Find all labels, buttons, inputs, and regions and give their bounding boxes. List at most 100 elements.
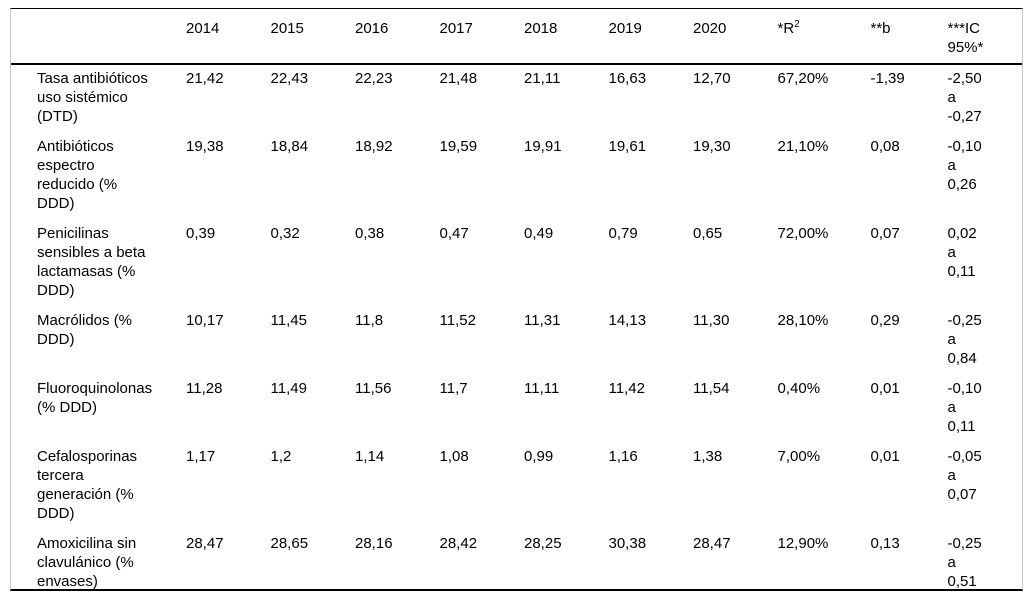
- antibiotic-consumption-table: 2014 2015 2016 2017 2018 2019 2020 *R2 **b ***IC …: [11, 9, 1022, 598]
- year-value: 28,42: [439, 535, 478, 552]
- table-row: Amoxicilina sin clavulánico (% envases) 2…: [11, 530, 1022, 598]
- year-value: 11,8: [355, 312, 384, 329]
- year-column-header: 2017: [439, 9, 524, 65]
- row-label: Cefalosporinas tercera generación (% DDD…: [37, 448, 138, 522]
- year-value: 28,16: [355, 535, 393, 552]
- year-value: 0,39: [186, 225, 216, 242]
- r2-value: 12,90%: [777, 535, 829, 552]
- row-label: Macrólidos (% DDD): [37, 312, 133, 348]
- year-value: 0,99: [524, 448, 554, 465]
- r2-value: 67,20%: [777, 70, 829, 87]
- year-value: 21,48: [439, 70, 478, 87]
- r2-value: 21,10%: [777, 138, 829, 155]
- year-value: 28,47: [186, 535, 224, 552]
- year-value: 1,14: [355, 448, 385, 465]
- year-value: 19,61: [608, 138, 647, 155]
- ic95-value: -0,25 a 0,51: [947, 535, 982, 590]
- year-value: 19,38: [186, 138, 224, 155]
- b-value: 0,08: [870, 138, 900, 155]
- year-column-header: 2020: [693, 9, 778, 65]
- year-value: 1,16: [608, 448, 638, 465]
- year-value: 19,30: [693, 138, 731, 155]
- year-value: 10,17: [186, 312, 224, 329]
- year-value: 12,70: [693, 70, 731, 87]
- year-value: 21,11: [524, 70, 561, 87]
- paper-table-frame: 2014 2015 2016 2017 2018 2019 2020 *R2 **b ***IC …: [10, 8, 1023, 591]
- row-label: Antibióticos espectro reducido (% DDD): [37, 138, 118, 212]
- b-value: 0,13: [870, 535, 900, 552]
- year-column-header: 2014: [186, 9, 271, 65]
- table-row: Tasa antibióticos uso sistémico (DTD) 21,…: [11, 64, 1022, 133]
- ic95-column-header: ***IC 95%*: [947, 9, 1022, 65]
- year-value: 11,52: [439, 312, 476, 329]
- year-value: 22,43: [270, 70, 309, 87]
- year-value: 1,38: [693, 448, 723, 465]
- table-row: Cefalosporinas tercera generación (% DDD…: [11, 443, 1022, 530]
- year-value: 0,32: [270, 225, 300, 242]
- ic95-value: -0,10 a 0,11: [947, 380, 982, 435]
- year-value: 19,59: [439, 138, 478, 155]
- year-value: 28,47: [693, 535, 731, 552]
- year-value: 1,08: [439, 448, 469, 465]
- row-label: Penicilinas sensibles a beta lactamasas …: [37, 225, 146, 299]
- b-value: 0,01: [870, 448, 900, 465]
- ic95-value: -2,50 a -0,27: [947, 70, 982, 125]
- year-value: 21,42: [186, 70, 224, 87]
- r2-value: 7,00%: [777, 448, 821, 465]
- year-value: 11,45: [270, 312, 307, 329]
- year-value: 19,91: [524, 138, 562, 155]
- year-value: 11,42: [608, 380, 645, 397]
- ic95-value: -0,05 a 0,07: [947, 448, 982, 503]
- year-value: 0,38: [355, 225, 385, 242]
- year-value: 14,13: [608, 312, 647, 329]
- table-row: Fluoroquinolonas (% DDD) 11,28 11,49 11,56 1…: [11, 375, 1022, 443]
- year-value: 30,38: [608, 535, 647, 552]
- b-value: -1,39: [870, 70, 905, 87]
- year-value: 0,65: [693, 225, 723, 242]
- year-value: 18,92: [355, 138, 393, 155]
- table-head: 2014 2015 2016 2017 2018 2019 2020 *R2 **b ***IC …: [11, 9, 1022, 65]
- year-value: 11,31: [524, 312, 561, 329]
- year-value: 16,63: [608, 70, 647, 87]
- year-value: 11,54: [693, 380, 730, 397]
- table-body: Tasa antibióticos uso sistémico (DTD) 21,…: [11, 64, 1022, 598]
- year-value: 11,30: [693, 312, 730, 329]
- ic95-value: 0,02 a 0,11: [947, 225, 977, 280]
- year-value: 28,25: [524, 535, 562, 552]
- year-column-header: 2018: [524, 9, 609, 65]
- ic95-value: -0,10 a 0,26: [947, 138, 982, 193]
- ic95-value: -0,25 a 0,84: [947, 312, 982, 367]
- table-header-row: 2014 2015 2016 2017 2018 2019 2020 *R2 **b ***IC …: [11, 9, 1022, 65]
- year-value: 18,84: [270, 138, 309, 155]
- b-column-header: **b: [870, 9, 948, 65]
- r2-value: 72,00%: [777, 225, 829, 242]
- b-value: 0,07: [870, 225, 900, 242]
- year-column-header: 2015: [270, 9, 355, 65]
- row-label: Tasa antibióticos uso sistémico (DTD): [37, 70, 148, 125]
- year-column-header: 2019: [608, 9, 693, 65]
- year-value: 0,47: [439, 225, 469, 242]
- year-value: 0,79: [608, 225, 638, 242]
- year-value: 11,11: [524, 380, 560, 397]
- r2-value: 0,40%: [777, 380, 821, 397]
- row-label: Amoxicilina sin clavulánico (% envases): [37, 535, 137, 590]
- year-value: 1,17: [186, 448, 216, 465]
- year-value: 0,49: [524, 225, 554, 242]
- r2-column-header: *R2: [777, 9, 871, 65]
- year-value: 1,2: [270, 448, 292, 465]
- r2-value: 28,10%: [777, 312, 829, 329]
- b-value: 0,01: [870, 380, 900, 397]
- table-row: Antibióticos espectro reducido (% DDD) 19…: [11, 133, 1022, 220]
- year-value: 11,56: [355, 380, 392, 397]
- year-value: 11,28: [186, 380, 223, 397]
- r2-superscript: 2: [794, 19, 800, 30]
- b-value: 0,29: [870, 312, 900, 329]
- year-value: 11,7: [439, 380, 468, 397]
- row-label-column-header: [11, 9, 186, 65]
- year-value: 22,23: [355, 70, 393, 87]
- year-value: 28,65: [270, 535, 309, 552]
- table-row: Penicilinas sensibles a beta lactamasas …: [11, 220, 1022, 307]
- table-row: Macrólidos (% DDD) 10,17 11,45 11,8 11,52 11,…: [11, 307, 1022, 375]
- year-value: 11,49: [270, 380, 307, 397]
- year-column-header: 2016: [355, 9, 440, 65]
